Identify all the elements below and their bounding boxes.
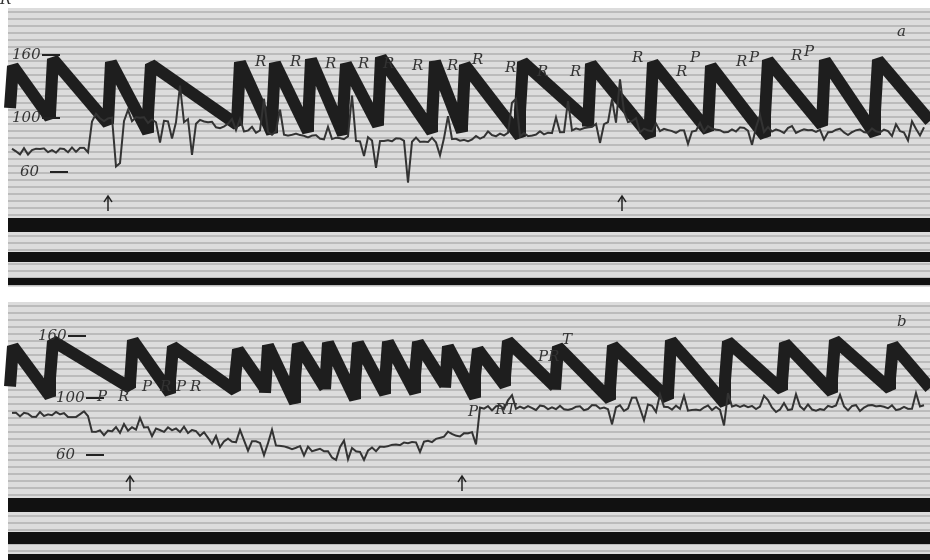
- scale-label: 160: [12, 45, 41, 63]
- wave-annotation: P: [689, 48, 701, 66]
- scale-label: 60: [20, 162, 40, 180]
- signal-bar: [8, 218, 930, 232]
- wave-annotation: RT: [494, 400, 517, 418]
- wave-annotation: R: [790, 46, 802, 64]
- wave-annotation: P: [175, 377, 187, 395]
- wave-annotation: R: [735, 52, 747, 70]
- wave-annotation: P: [748, 48, 760, 66]
- tracing-figure: a16010060RRRRRRRRRRRRRPRPRPRb16010060PRP…: [0, 0, 930, 560]
- panel-label: b: [897, 312, 907, 330]
- wave-annotation: P: [96, 387, 108, 405]
- signal-bar: [8, 498, 930, 512]
- wave-annotation: R: [159, 377, 171, 395]
- wave-annotation: P: [467, 402, 479, 420]
- wave-annotation: R: [411, 56, 423, 74]
- wave-annotation: R: [357, 54, 369, 72]
- scale-label: 100: [12, 108, 41, 126]
- wave-annotation: PR: [537, 347, 559, 365]
- panel-label: a: [897, 22, 906, 40]
- wave-annotation: R: [189, 377, 201, 395]
- wave-annotation: P: [141, 377, 153, 395]
- wave-annotation: R: [631, 48, 643, 66]
- wave-annotation: R: [675, 62, 687, 80]
- wave-annotation: R: [0, 0, 11, 8]
- wave-annotation: R: [324, 54, 336, 72]
- wave-annotation: R: [254, 52, 266, 70]
- scale-label: 100: [56, 388, 85, 406]
- wave-annotation: R: [504, 58, 516, 76]
- scale-label: 160: [38, 326, 67, 344]
- signal-bar: [8, 278, 930, 285]
- wave-annotation: R: [569, 62, 581, 80]
- wave-annotation: R: [471, 50, 483, 68]
- signal-bar: [8, 532, 930, 544]
- signal-bar: [8, 252, 930, 262]
- wave-annotation: R: [536, 62, 548, 80]
- scale-label: 60: [56, 445, 76, 463]
- signal-bar: [8, 554, 930, 560]
- wave-annotation: R: [446, 56, 458, 74]
- wave-annotation: R: [117, 387, 129, 405]
- wave-annotation: R: [289, 52, 301, 70]
- wave-annotation: R: [382, 54, 394, 72]
- wave-annotation: P: [803, 42, 815, 60]
- wave-annotation: T: [562, 330, 573, 348]
